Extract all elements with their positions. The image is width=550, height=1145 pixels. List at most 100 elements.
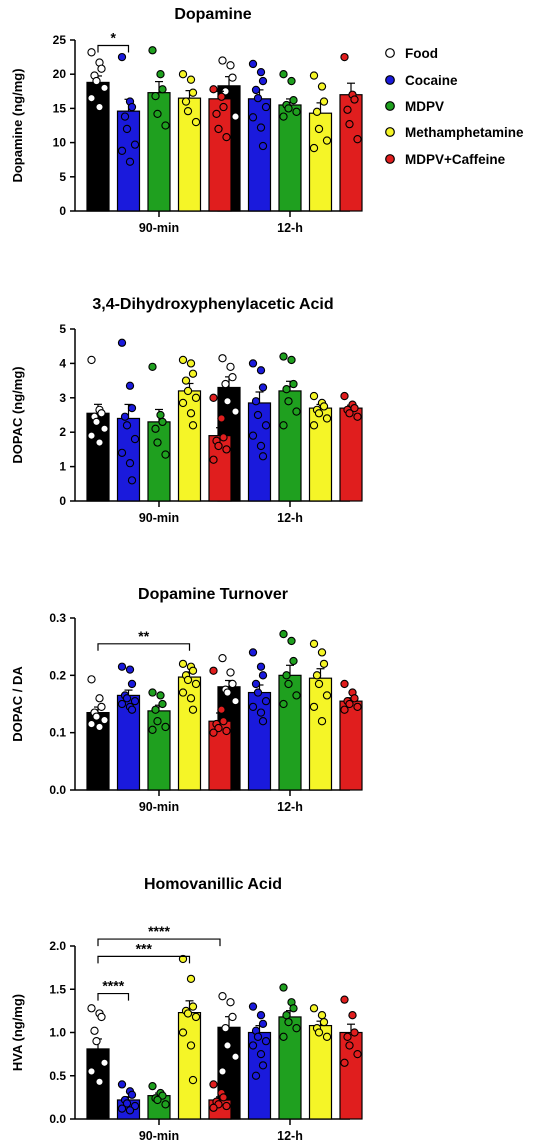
y-axis-label: Dopamine (ng/mg) xyxy=(10,68,25,182)
data-point xyxy=(148,1081,157,1091)
data-point xyxy=(292,107,301,116)
data-point xyxy=(279,629,288,639)
data-point xyxy=(178,954,188,964)
data-point xyxy=(312,671,322,680)
data-point xyxy=(156,691,165,700)
data-point xyxy=(248,59,258,69)
data-point xyxy=(353,135,362,144)
data-point xyxy=(219,102,228,112)
data-point xyxy=(309,143,319,153)
data-point xyxy=(251,1071,261,1080)
data-point xyxy=(217,705,226,714)
data-point xyxy=(120,412,130,421)
data-point xyxy=(258,671,268,680)
data-point xyxy=(158,417,167,427)
data-point xyxy=(188,705,198,714)
data-point xyxy=(87,675,96,684)
data-point xyxy=(161,1100,170,1109)
data-point xyxy=(92,76,101,86)
data-point xyxy=(214,441,223,451)
data-point xyxy=(100,83,109,93)
data-point xyxy=(125,381,135,390)
significance-label: ** xyxy=(138,628,149,644)
data-point xyxy=(350,1028,359,1037)
data-point xyxy=(248,1041,258,1050)
significance-label: **** xyxy=(102,978,124,994)
data-point xyxy=(130,434,140,444)
data-point xyxy=(209,393,218,402)
significance-label: * xyxy=(111,29,117,45)
chart-1: Dopamine 0 5 10 15 20 25 Dopamine (ng/mg) 90-min… xyxy=(10,6,363,235)
data-point xyxy=(181,97,191,106)
data-point xyxy=(87,93,96,103)
data-point xyxy=(258,717,268,726)
data-point xyxy=(256,662,266,671)
data-point xyxy=(222,445,231,454)
data-point xyxy=(178,398,188,408)
data-point xyxy=(221,379,230,389)
data-point xyxy=(248,113,258,122)
data-point xyxy=(284,679,293,689)
data-point xyxy=(231,696,240,706)
data-point xyxy=(218,1067,227,1076)
bar-mdpv-12-h xyxy=(278,390,302,502)
bar-methamphetamine-90-min xyxy=(177,97,202,212)
data-point xyxy=(314,1028,324,1037)
data-point xyxy=(319,97,329,106)
data-point xyxy=(222,726,231,736)
data-point xyxy=(231,112,240,121)
y-axis-label: HVA (ng/mg) xyxy=(10,994,25,1071)
data-point xyxy=(292,691,301,700)
data-point xyxy=(186,359,196,368)
data-point xyxy=(117,448,127,457)
data-point xyxy=(95,694,104,703)
data-point xyxy=(284,1017,293,1027)
data-point xyxy=(95,722,104,732)
data-point xyxy=(222,132,231,142)
y-tick-label: 5 xyxy=(59,322,66,336)
y-tick-label: 0.1 xyxy=(49,726,66,740)
data-point xyxy=(251,85,261,95)
data-point xyxy=(287,355,296,365)
data-point xyxy=(292,407,301,416)
data-point xyxy=(258,452,268,461)
y-tick-label: 1.5 xyxy=(49,982,66,996)
data-point xyxy=(151,91,160,101)
data-point xyxy=(183,386,193,396)
data-point xyxy=(178,355,188,365)
data-point xyxy=(120,112,130,121)
bar-mdpv-12-h xyxy=(278,104,302,212)
data-point xyxy=(279,70,288,79)
data-point xyxy=(161,121,170,130)
data-point xyxy=(248,1002,258,1011)
data-point xyxy=(279,421,288,430)
data-point xyxy=(248,648,258,657)
data-point xyxy=(345,409,354,418)
data-point xyxy=(282,1011,291,1020)
data-point xyxy=(256,1011,266,1020)
data-point xyxy=(122,694,132,703)
legend-marker xyxy=(385,75,395,85)
bar-mdpv-90-min xyxy=(147,421,171,502)
data-point xyxy=(127,476,137,485)
y-tick-label: 0.2 xyxy=(49,668,66,682)
data-point xyxy=(219,1093,228,1102)
data-point xyxy=(289,96,298,105)
data-point xyxy=(117,662,127,671)
data-point xyxy=(256,366,266,375)
data-point xyxy=(188,421,198,430)
data-point xyxy=(231,407,240,416)
data-point xyxy=(289,656,298,666)
data-point xyxy=(188,666,198,675)
data-point xyxy=(284,104,293,113)
data-point xyxy=(228,679,237,689)
data-point xyxy=(314,124,324,134)
data-point xyxy=(289,1004,298,1013)
data-point xyxy=(97,409,106,418)
data-point xyxy=(127,705,137,714)
data-point xyxy=(279,983,288,992)
data-point xyxy=(117,1104,127,1113)
data-point xyxy=(153,1095,162,1105)
x-tick-label: 12-h xyxy=(277,1129,303,1143)
data-point xyxy=(279,1032,288,1041)
